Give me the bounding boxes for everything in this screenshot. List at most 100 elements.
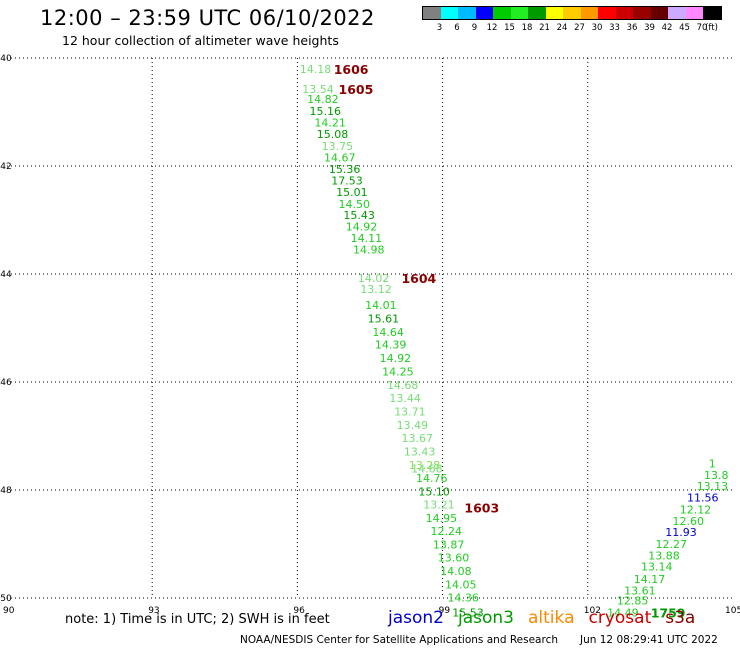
data-point-label: 14.68 (387, 379, 419, 392)
data-point-label: 13.71 (394, 406, 426, 419)
data-point-label: 13.28 (409, 459, 441, 472)
color-scale-labels: 3 6 9 12 15 18 21 24 27 30 33 36 39 42 45 70 (ft) (422, 20, 722, 33)
data-point-label: 14.76 (416, 472, 448, 485)
data-point-label: 17.53 (331, 175, 363, 188)
data-point-label: 13.44 (389, 392, 421, 405)
data-point-label: 15.53 (452, 607, 484, 620)
data-point-label: 13.60 (438, 552, 470, 565)
data-point-label: 12.27 (656, 538, 688, 551)
color-scale-label: 27 (574, 23, 585, 33)
data-point-label: 14.21 (314, 116, 346, 129)
color-swatch (458, 7, 476, 19)
color-scale-label: 12 (486, 23, 498, 33)
data-point-label: 11.56 (687, 492, 719, 505)
data-point-label: 14.11 (351, 232, 383, 245)
color-scale-label: (ft) (705, 23, 718, 33)
data-point-label: 12.85 (617, 595, 649, 608)
color-scale-label: 15 (504, 23, 515, 33)
color-scale-legend: 3 6 9 12 15 18 21 24 27 30 33 36 39 42 45 70 (ft) (422, 6, 722, 33)
color-swatch (528, 7, 546, 19)
color-scale-label: 3 (436, 23, 443, 33)
data-point-label: 14.92 (346, 220, 378, 233)
satellite-legend: jason2 jason3 altika cryosat s3a (388, 608, 709, 628)
color-scale-label: 36 (626, 23, 638, 33)
time-label: 1759 (651, 606, 686, 621)
satellite-legend-item: jason3 (458, 608, 514, 628)
color-swatch (493, 7, 511, 19)
data-point-label: 15.43 (343, 209, 375, 222)
time-label: 1603 (464, 500, 499, 515)
color-scale-label: 30 (591, 23, 603, 33)
footer-credit: NOAA/NESDIS Center for Satellite Applica… (240, 634, 558, 646)
data-point-label: 14.17 (634, 573, 666, 586)
page-title: 12:00 – 23:59 UTC 06/10/2022 (40, 6, 375, 30)
color-swatch (423, 7, 441, 19)
x-tick-label: 90 (3, 606, 15, 616)
color-swatch (598, 7, 616, 19)
data-point-label: 14.36 (447, 591, 479, 604)
color-swatch (545, 7, 563, 19)
y-tick-label: -48 (0, 486, 12, 496)
data-point-label: 13.13 (697, 480, 729, 493)
data-point-label: 14.18 (300, 63, 332, 76)
x-tick-label: 102 (584, 606, 601, 616)
data-point-label: 14.82 (307, 93, 339, 106)
data-point-label: 15.16 (310, 105, 342, 118)
data-point-label: 14.49 (607, 607, 639, 620)
data-point-label: 1 (709, 458, 716, 471)
data-point-label: 13.61 (624, 584, 656, 597)
data-point-label: 11.93 (665, 526, 697, 539)
color-scale-label: 18 (521, 23, 533, 33)
y-tick-label: -44 (0, 270, 12, 280)
data-point-label: 13.21 (423, 499, 455, 512)
data-point-label: 13.14 (641, 561, 673, 574)
note-text: note: 1) Time is in UTC; 2) SWH is in fe… (65, 612, 330, 627)
data-point-label: 14.98 (353, 244, 385, 257)
color-scale-label: 39 (644, 23, 655, 33)
y-tick-label: -46 (0, 378, 12, 388)
color-scale-label: 9 (471, 23, 478, 33)
y-tick-label: -40 (0, 54, 12, 64)
color-scale-label: 6 (454, 23, 460, 33)
color-swatch (510, 7, 528, 19)
data-point-label: 13.67 (401, 432, 433, 445)
data-point-label: 14.50 (339, 198, 371, 211)
data-point-label: 13.43 (404, 446, 436, 459)
data-point-label: 14.68 (411, 462, 443, 475)
data-point-label: 12.24 (431, 525, 463, 538)
data-point-label: 13.88 (648, 549, 680, 562)
satellite-legend-item: s3a (665, 608, 696, 628)
subtitle: 12 hour collection of altimeter wave hei… (62, 33, 339, 48)
data-point-label: 14.01 (365, 299, 397, 312)
data-point-label: 12.12 (680, 503, 712, 516)
x-tick-label: 99 (439, 606, 451, 616)
color-swatch (580, 7, 598, 19)
data-point-label: 13.49 (397, 419, 429, 432)
color-swatch (668, 7, 686, 19)
data-point-label: 14.67 (324, 151, 356, 164)
satellite-legend-item: cryosat (588, 608, 652, 628)
data-point-label: 13.54 (302, 83, 334, 96)
time-label: 1606 (334, 62, 369, 77)
time-label: 1604 (401, 271, 436, 286)
color-scale-label: 70 (696, 23, 708, 33)
data-point-label: 13.75 (322, 140, 354, 153)
color-scale-label: 21 (539, 23, 550, 33)
data-point-label: 14.92 (380, 352, 412, 365)
satellite-legend-item: altika (528, 608, 575, 628)
data-point-label: 13.8 (704, 469, 729, 482)
color-swatch (685, 7, 703, 19)
color-scale-label: 33 (609, 23, 620, 33)
data-point-label: 13.12 (360, 283, 392, 296)
data-point-label: 15.01 (336, 186, 368, 199)
data-point-label: 12.60 (673, 515, 705, 528)
data-point-label: 15.10 (418, 486, 450, 499)
color-swatch (475, 7, 493, 19)
data-point-label: 14.05 (445, 579, 477, 592)
time-label: 1605 (339, 82, 374, 97)
data-point-label: 14.25 (382, 366, 414, 379)
data-point-label: 15.61 (368, 312, 400, 325)
data-point-label: 15.08 (317, 128, 349, 141)
color-scale-label: 42 (661, 23, 673, 33)
